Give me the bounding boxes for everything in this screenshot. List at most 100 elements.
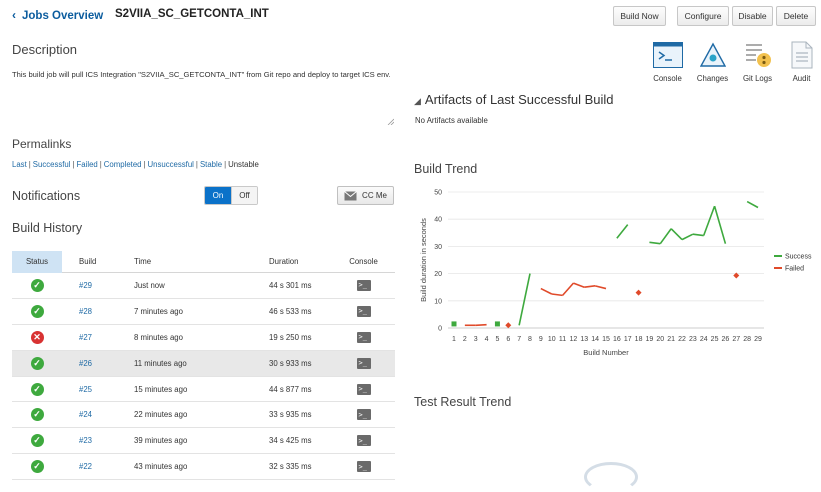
build-duration: 30 s 933 ms [269, 358, 312, 368]
x-tick-label: 21 [667, 336, 675, 343]
build-number-link[interactable]: #27 [79, 332, 93, 342]
console-tool[interactable]: Console [645, 41, 690, 83]
x-tick-label: 4 [485, 336, 489, 343]
series-line-failed [475, 323, 487, 327]
series-line-success [649, 241, 661, 245]
notifications-on-button[interactable]: On [205, 187, 231, 204]
status-cell: ✓ [12, 434, 62, 448]
build-number-link[interactable]: #24 [79, 410, 93, 420]
data-point-failed[interactable] [733, 272, 740, 279]
success-check-icon: ✓ [30, 356, 44, 370]
y-tick-label: 20 [434, 271, 442, 278]
build-time: 7 minutes ago [134, 306, 183, 316]
changes-tool[interactable]: Changes [690, 41, 735, 83]
console-output-icon[interactable]: >_ [356, 461, 371, 473]
column-duration[interactable]: Duration [269, 257, 299, 266]
permalink-successful[interactable]: Successful [32, 160, 71, 169]
build-duration: 46 s 533 ms [269, 306, 312, 316]
table-row[interactable]: ✓ #26 11 minutes ago 30 s 933 ms >_ [12, 350, 395, 377]
x-tick-label: 25 [711, 336, 719, 343]
x-tick-label: 2 [463, 336, 467, 343]
x-tick-label: 26 [722, 336, 730, 343]
build-now-button[interactable]: Build Now [613, 6, 666, 26]
series-line-success [518, 273, 531, 326]
build-time: 22 minutes ago [134, 410, 188, 420]
series-line-success [681, 233, 694, 241]
collapse-triangle-icon[interactable]: ◢ [414, 96, 421, 106]
status-cell: ✓ [12, 304, 62, 318]
build-number-link[interactable]: #29 [79, 280, 93, 290]
series-line-failed [540, 287, 553, 295]
x-axis-label: Build Number [583, 348, 629, 357]
build-number-link[interactable]: #28 [79, 306, 93, 316]
artifacts-title: Artifacts of Last Successful Build [424, 92, 614, 107]
description-text[interactable]: This build job will pull ICS Integration… [12, 70, 391, 79]
console-output-icon[interactable]: >_ [356, 435, 371, 447]
table-row[interactable]: ✓ #23 39 minutes ago 34 s 425 ms >_ [12, 428, 395, 455]
console-output-icon[interactable]: >_ [356, 279, 371, 291]
legend-label-failed: Failed [785, 266, 804, 273]
data-point-failed[interactable] [635, 289, 642, 296]
table-row[interactable]: ✓ #28 7 minutes ago 46 s 533 ms >_ [12, 299, 395, 325]
column-time[interactable]: Time [134, 257, 152, 266]
build-number-link[interactable]: #25 [79, 384, 93, 394]
permalink-stable[interactable]: Stable [199, 160, 223, 169]
table-row[interactable]: ✓ #25 15 minutes ago 44 s 877 ms >_ [12, 377, 395, 403]
data-point-success[interactable] [451, 321, 457, 327]
resize-handle-icon[interactable] [387, 118, 394, 125]
table-row[interactable]: ✓ #29 Just now 44 s 301 ms >_ [12, 273, 395, 299]
table-row[interactable]: ✓ #22 43 minutes ago 32 s 335 ms >_ [12, 454, 395, 481]
table-row[interactable]: ✓ #24 22 minutes ago 33 s 935 ms >_ [12, 402, 395, 429]
column-console[interactable]: Console [349, 257, 378, 266]
audit-tool[interactable]: Audit [779, 41, 821, 83]
build-duration: 33 s 935 ms [269, 410, 312, 420]
console-output-icon[interactable]: >_ [356, 305, 371, 317]
build-history-table: Status Build Time Duration Console ✓ #29 J… [12, 250, 395, 481]
build-number-link[interactable]: #26 [79, 358, 93, 368]
series-line-success [616, 224, 629, 239]
jobs-overview-label: Jobs Overview [22, 10, 104, 22]
build-number-link[interactable]: #23 [79, 436, 93, 446]
console-output-icon[interactable]: >_ [356, 409, 371, 421]
console-output-icon[interactable]: >_ [356, 357, 371, 369]
permalink-failed[interactable]: Failed [76, 160, 98, 169]
x-tick-label: 7 [517, 336, 521, 343]
series-line-success [746, 200, 759, 209]
build-number-link[interactable]: #22 [79, 462, 93, 472]
cc-me-button[interactable]: CC Me [337, 186, 394, 205]
permalink-unsuccessful[interactable]: Unsuccessful [147, 160, 194, 169]
artifacts-heading[interactable]: ◢ Artifacts of Last Successful Build [414, 92, 614, 107]
git-logs-tool[interactable]: Git Logs [735, 41, 780, 83]
data-point-success[interactable] [494, 321, 500, 327]
delete-button[interactable]: Delete [776, 6, 816, 26]
failed-x-icon: ✕ [30, 330, 44, 344]
console-output-icon[interactable]: >_ [356, 383, 371, 395]
x-tick-label: 5 [495, 336, 499, 343]
build-duration: 32 s 335 ms [269, 462, 312, 472]
y-axis-label: Build duration in seconds [419, 218, 428, 302]
build-time: 39 minutes ago [134, 436, 188, 446]
table-row[interactable]: ✕ #27 8 minutes ago 19 s 250 ms >_ [12, 325, 395, 351]
envelope-icon [344, 190, 357, 200]
notifications-off-button[interactable]: Off [231, 187, 257, 204]
series-line-success [670, 228, 683, 241]
build-trend-heading: Build Trend [414, 162, 478, 176]
permalink-last[interactable]: Last [12, 160, 27, 169]
console-output-icon[interactable]: >_ [356, 331, 371, 343]
notifications-toggle: On Off [204, 186, 258, 205]
data-point-failed[interactable] [505, 322, 512, 329]
series-line-success [702, 205, 716, 236]
success-check-icon: ✓ [30, 434, 44, 448]
y-tick-label: 0 [438, 326, 442, 333]
success-check-icon: ✓ [30, 278, 44, 292]
configure-button[interactable]: Configure [677, 6, 729, 26]
x-tick-label: 13 [580, 336, 588, 343]
success-check-icon: ✓ [30, 460, 44, 474]
disable-button[interactable]: Disable [732, 6, 773, 26]
jobs-overview-link[interactable]: ‹ Jobs Overview [12, 8, 103, 22]
permalink-completed[interactable]: Completed [103, 160, 142, 169]
column-status[interactable]: Status [12, 250, 62, 273]
git-logs-tool-label: Git Logs [742, 74, 773, 83]
column-build[interactable]: Build [79, 257, 97, 266]
